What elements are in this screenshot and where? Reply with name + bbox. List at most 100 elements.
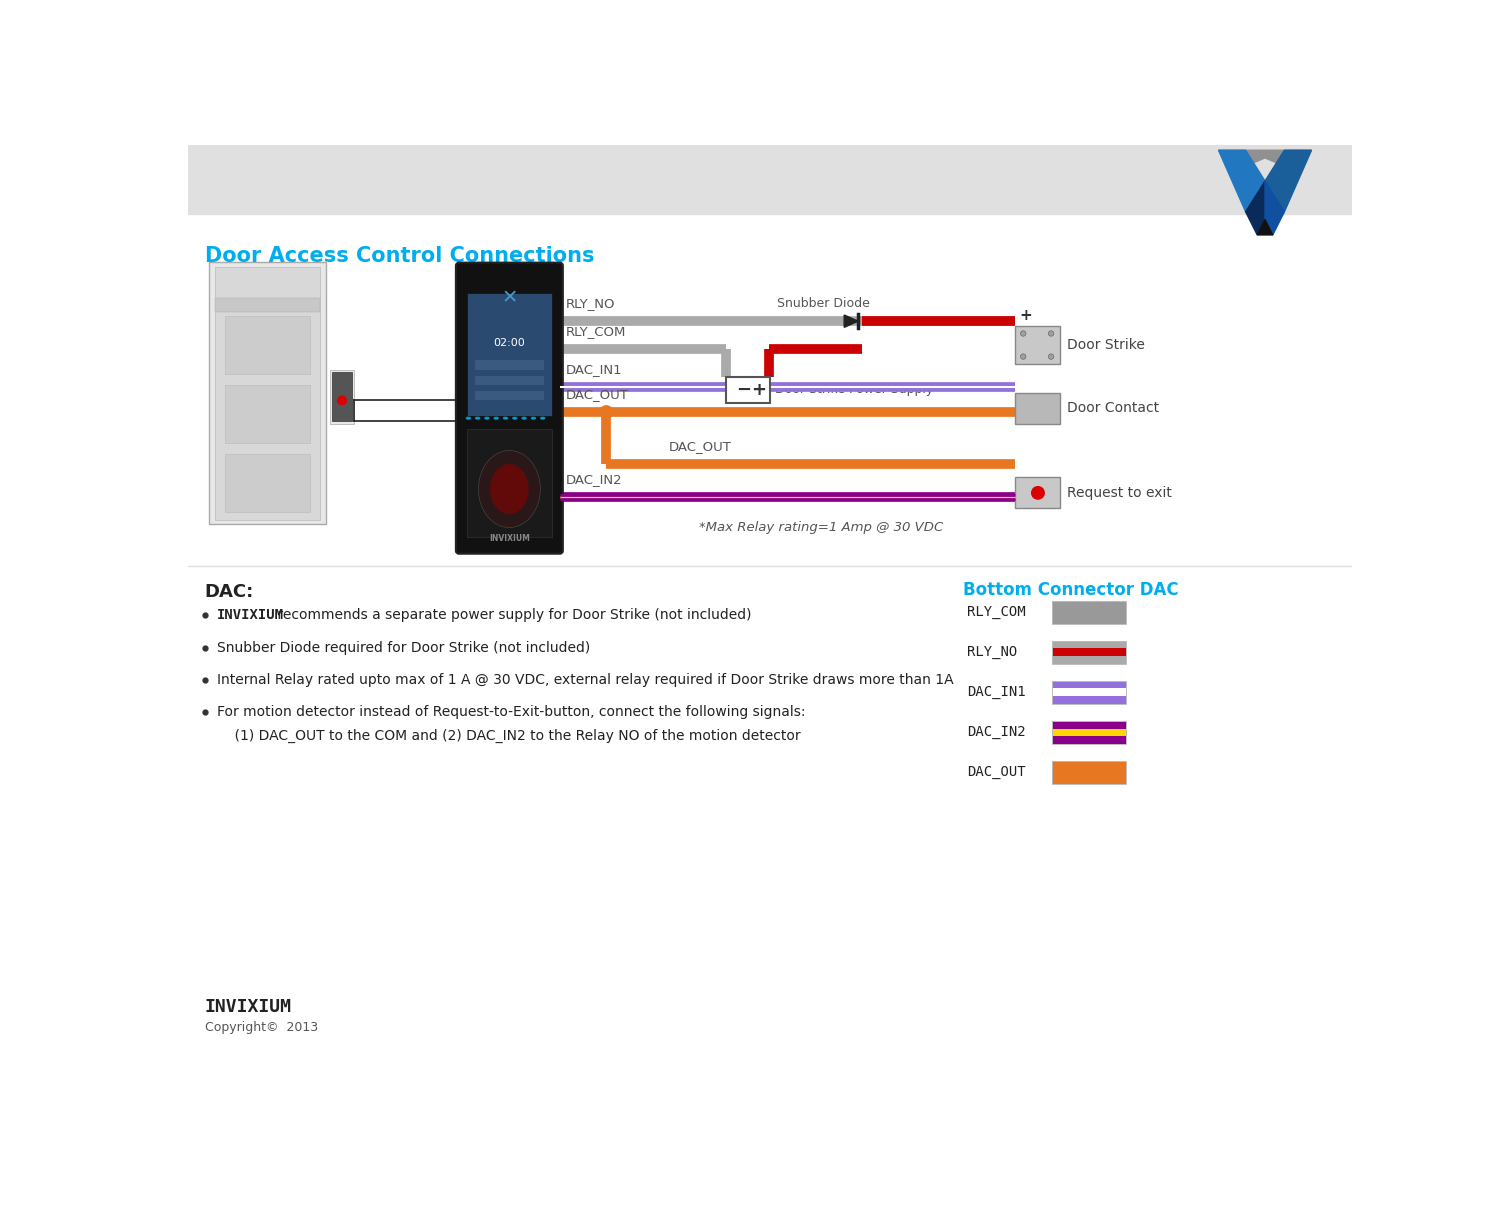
Bar — [467, 428, 553, 537]
Bar — [1051, 688, 1125, 696]
Polygon shape — [1218, 150, 1265, 212]
Bar — [329, 369, 354, 424]
Bar — [1051, 608, 1125, 616]
Polygon shape — [844, 315, 858, 327]
FancyBboxPatch shape — [457, 263, 563, 554]
Bar — [1051, 641, 1125, 648]
Bar — [475, 375, 544, 385]
Text: DAC_IN2: DAC_IN2 — [566, 473, 622, 486]
Text: IXM TOUCH: IXM TOUCH — [470, 278, 550, 291]
Ellipse shape — [466, 416, 472, 420]
Bar — [1051, 601, 1125, 608]
Text: Door Access Control Connections: Door Access Control Connections — [204, 246, 595, 267]
Bar — [1015, 326, 1060, 365]
Text: recommends a separate power supply for Door Strike (not included): recommends a separate power supply for D… — [273, 608, 751, 623]
Text: DAC_OUT: DAC_OUT — [566, 389, 629, 401]
Bar — [225, 316, 311, 373]
Ellipse shape — [521, 416, 527, 420]
Bar — [1051, 760, 1125, 783]
Bar — [225, 454, 311, 512]
Ellipse shape — [478, 450, 541, 527]
Ellipse shape — [1030, 486, 1045, 500]
Bar — [332, 372, 351, 421]
Bar — [475, 391, 544, 401]
Text: Door Contact: Door Contact — [1066, 401, 1158, 415]
Ellipse shape — [512, 416, 518, 420]
Text: Snubber Diode: Snubber Diode — [777, 297, 870, 310]
Bar — [475, 361, 544, 369]
Ellipse shape — [541, 416, 545, 420]
Text: DAC:: DAC: — [204, 583, 254, 601]
Bar — [188, 145, 1352, 214]
Bar — [1015, 478, 1060, 508]
Ellipse shape — [503, 416, 508, 420]
Ellipse shape — [1048, 331, 1054, 337]
Text: RLY_COM: RLY_COM — [566, 325, 626, 338]
Ellipse shape — [490, 463, 529, 514]
Text: −: − — [736, 380, 751, 398]
Text: RLY_NO: RLY_NO — [566, 297, 616, 310]
Text: Snubber Diode required for Door Strike (not included): Snubber Diode required for Door Strike (… — [218, 641, 590, 654]
Text: Copyright©  2013: Copyright© 2013 — [204, 1021, 318, 1034]
Bar — [1051, 760, 1125, 769]
Text: RLY_NO: RLY_NO — [967, 646, 1017, 659]
Bar — [215, 267, 320, 520]
Bar — [1051, 681, 1125, 688]
Text: INVIXIUM: INVIXIUM — [490, 533, 530, 543]
Text: (1) DAC_OUT to the COM and (2) DAC_IN2 to the Relay NO of the motion detector: (1) DAC_OUT to the COM and (2) DAC_IN2 t… — [218, 728, 801, 742]
Text: For motion detector instead of Request-to-Exit-button, connect the following sig: For motion detector instead of Request-t… — [218, 705, 805, 719]
Bar — [1051, 648, 1125, 657]
Ellipse shape — [336, 396, 347, 406]
Text: Internal Relay rated upto max of 1 A @ 30 VDC, external relay required if Door S: Internal Relay rated upto max of 1 A @ 3… — [218, 674, 954, 687]
Bar — [1051, 681, 1125, 704]
Text: DAC_IN2: DAC_IN2 — [967, 725, 1026, 740]
Text: ✕: ✕ — [502, 288, 518, 308]
Text: RLY_COM: RLY_COM — [967, 605, 1026, 619]
Bar — [1051, 769, 1125, 776]
Text: DAC_OUT: DAC_OUT — [967, 765, 1026, 780]
Bar — [1051, 729, 1125, 736]
Polygon shape — [1265, 150, 1311, 212]
FancyBboxPatch shape — [725, 377, 771, 403]
Text: INVIXIUM: INVIXIUM — [204, 998, 291, 1016]
Bar — [1051, 721, 1125, 744]
Bar — [1051, 736, 1125, 744]
Bar — [1015, 392, 1060, 424]
Text: Door Strike Power Supply: Door Strike Power Supply — [775, 383, 933, 396]
Text: *Max Relay rating=1 Amp @ 30 VDC: *Max Relay rating=1 Amp @ 30 VDC — [700, 521, 943, 535]
Polygon shape — [1245, 181, 1265, 235]
Polygon shape — [1257, 220, 1272, 235]
Text: +: + — [751, 380, 766, 398]
Bar — [1051, 616, 1125, 624]
Bar — [1051, 601, 1125, 624]
Ellipse shape — [1020, 354, 1026, 360]
Polygon shape — [1218, 150, 1311, 169]
Text: DAC_OUT: DAC_OUT — [668, 439, 731, 453]
Ellipse shape — [494, 416, 499, 420]
Bar — [467, 292, 553, 416]
Ellipse shape — [1048, 354, 1054, 360]
Bar — [1051, 776, 1125, 783]
Bar — [225, 385, 311, 443]
Ellipse shape — [475, 416, 481, 420]
Ellipse shape — [530, 416, 536, 420]
Text: INVIXIUM: INVIXIUM — [218, 608, 284, 623]
Polygon shape — [1265, 181, 1284, 235]
Bar — [1051, 696, 1125, 704]
Text: DAC_IN1: DAC_IN1 — [566, 363, 622, 375]
Text: +: + — [1020, 308, 1032, 322]
Ellipse shape — [484, 416, 490, 420]
Text: Door Strike: Door Strike — [1066, 338, 1145, 352]
Bar — [215, 298, 320, 311]
Text: Bottom Connector DAC: Bottom Connector DAC — [963, 582, 1179, 600]
Text: DAC_IN1: DAC_IN1 — [967, 686, 1026, 699]
Ellipse shape — [599, 406, 613, 419]
Bar — [1051, 641, 1125, 664]
Text: 02:00: 02:00 — [494, 338, 526, 348]
Bar — [1051, 721, 1125, 729]
Text: Request to exit: Request to exit — [1066, 486, 1172, 500]
Ellipse shape — [1020, 331, 1026, 337]
Text: -: - — [1020, 333, 1027, 352]
Bar — [209, 262, 326, 524]
Bar — [1051, 657, 1125, 664]
